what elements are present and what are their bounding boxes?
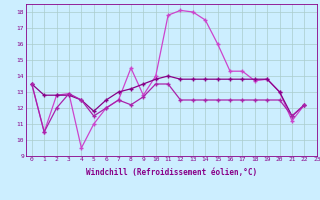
- X-axis label: Windchill (Refroidissement éolien,°C): Windchill (Refroidissement éolien,°C): [86, 168, 257, 177]
